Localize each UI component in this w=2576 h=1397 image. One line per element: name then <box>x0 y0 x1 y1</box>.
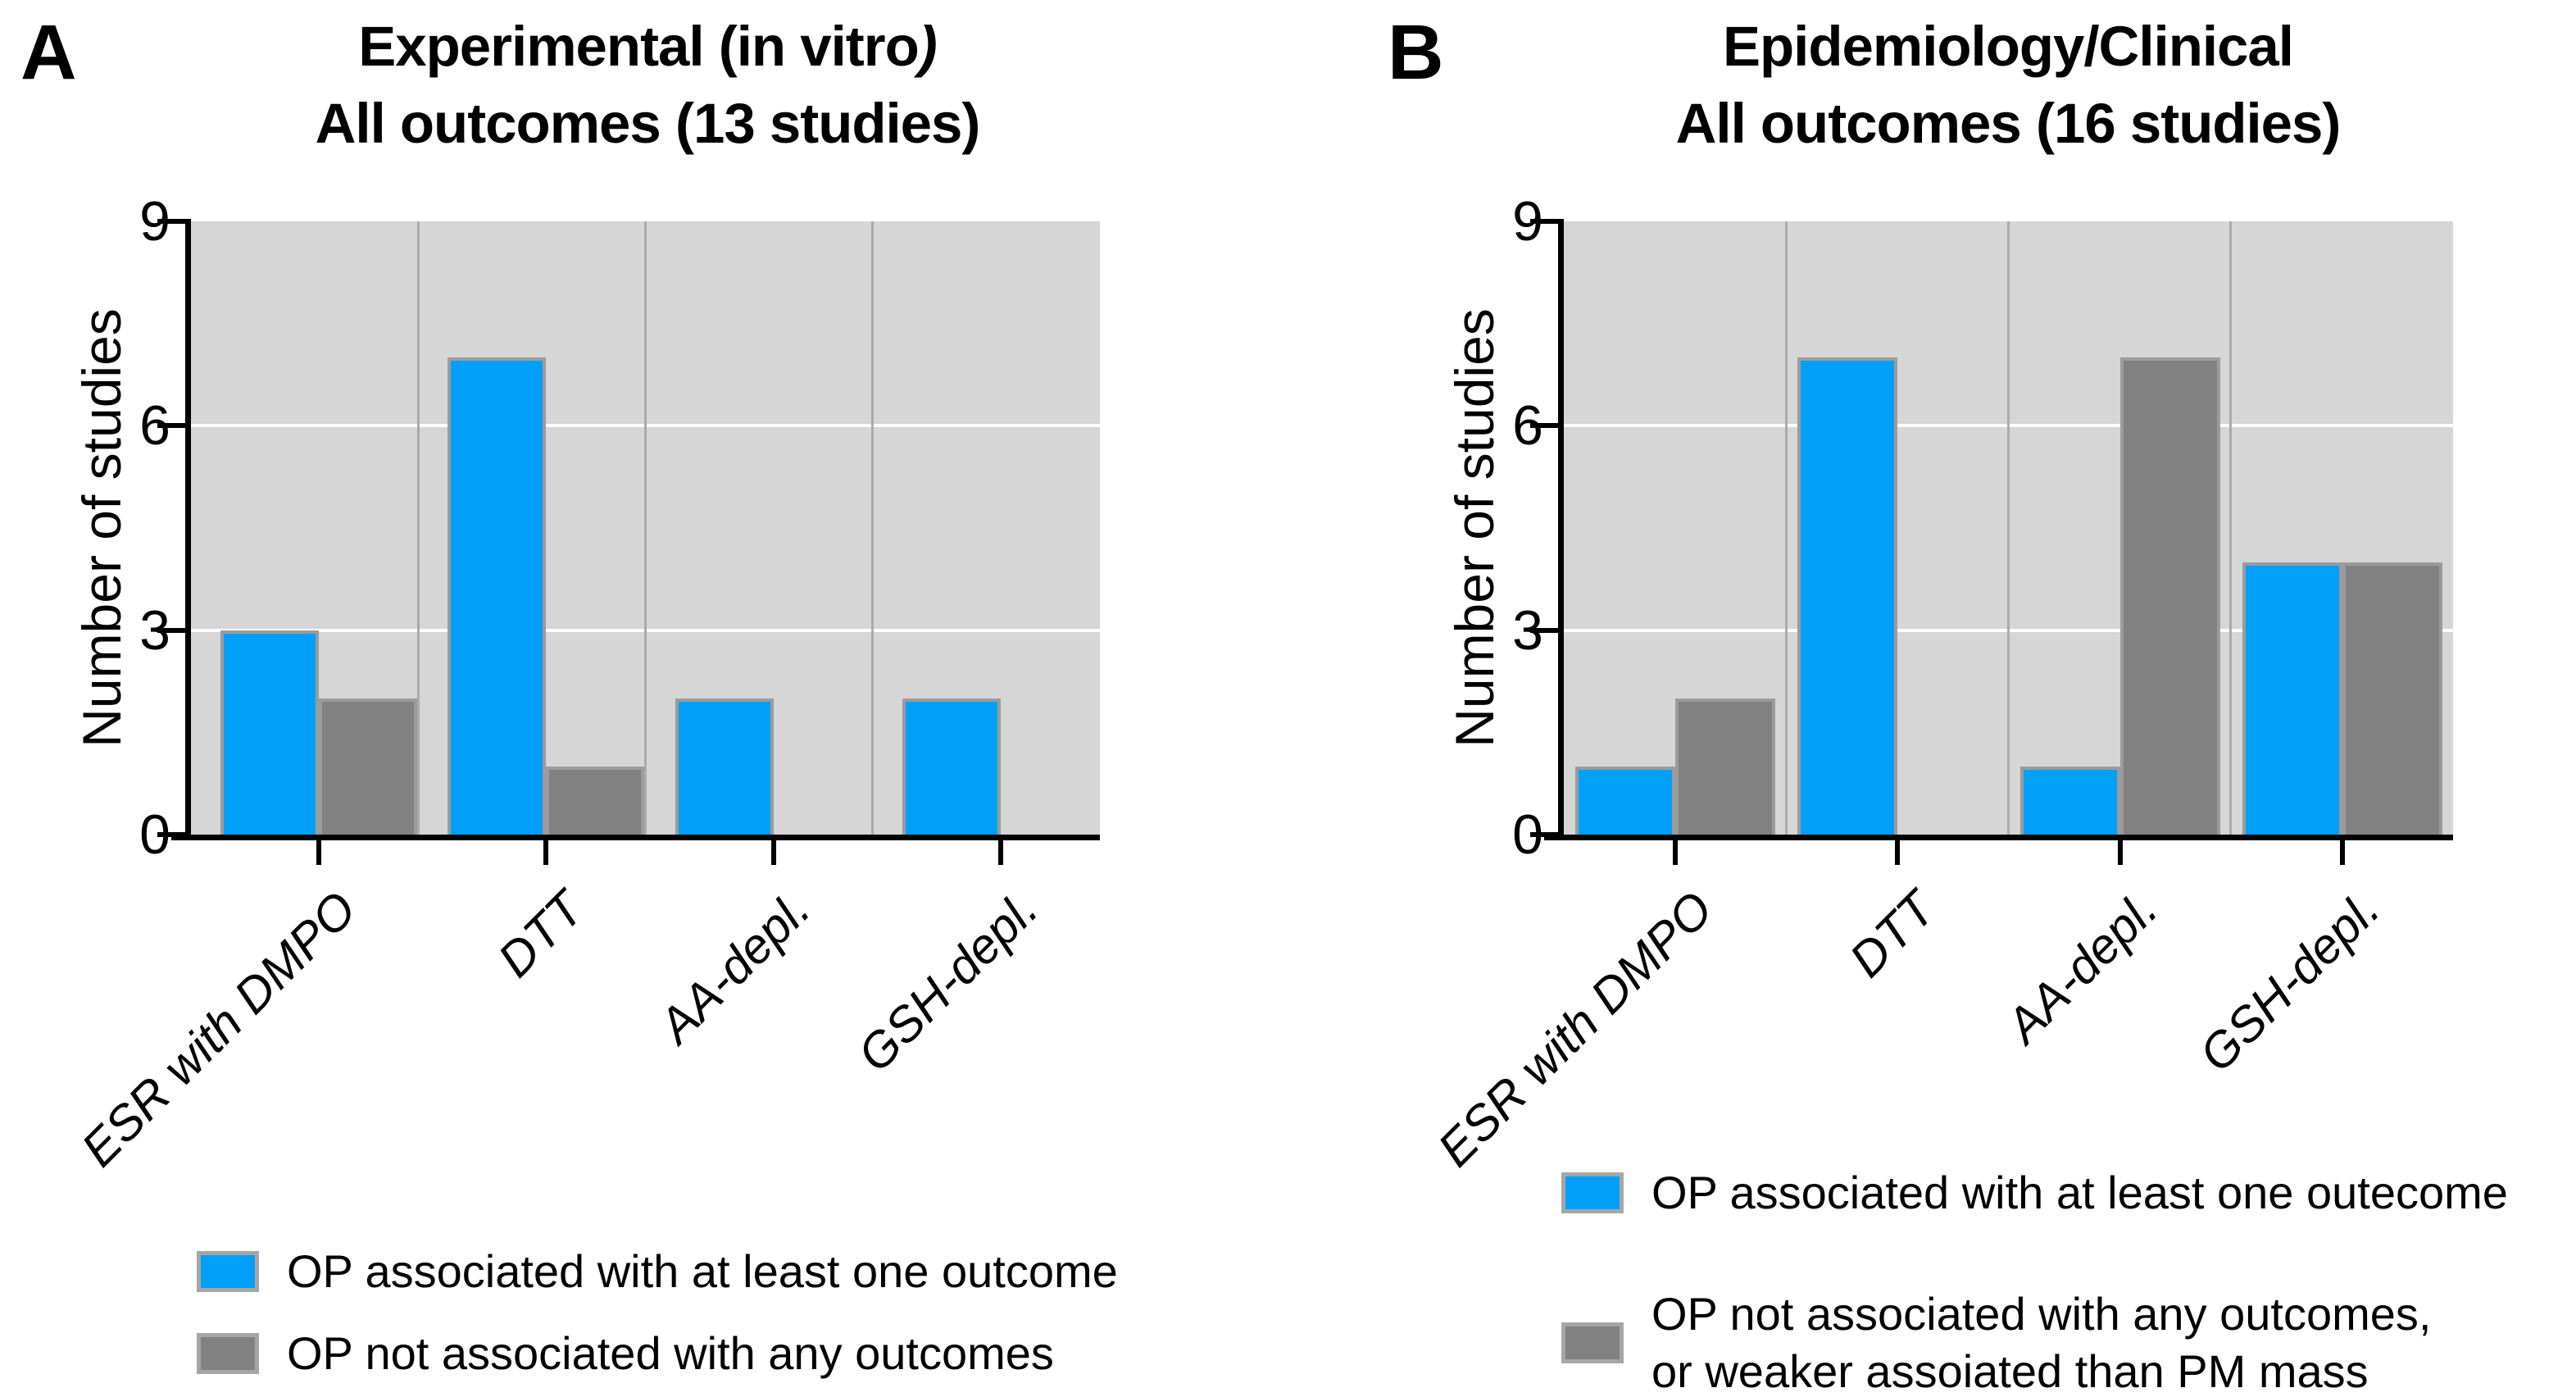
y-axis-line <box>1558 219 1564 840</box>
bar-blue-dtt <box>448 357 547 835</box>
bar-gray-esr-with-dmpo <box>319 698 418 835</box>
bar-gray-esr-with-dmpo <box>1675 698 1776 835</box>
bar-blue-aa-depl- <box>2019 766 2120 835</box>
legend-row-blue: OP associated with at least one outecome <box>1561 1164 2508 1222</box>
plot-area: 0 3 6 9 ESR with DMPO DTT AA-depl. GSH-depl. <box>70 190 1100 1177</box>
legend-label: OP not associated with any outcomes, or w… <box>1651 1286 2431 1397</box>
legend: OP associated with at least one outecome… <box>1561 1164 2508 1397</box>
legend-row-blue: OP associated with at least one outcome <box>197 1243 1118 1300</box>
y-tick-label-3: 3 <box>139 598 170 662</box>
y-tick-mark-0 <box>1530 832 1558 837</box>
panel-letter-a: A <box>20 9 77 96</box>
legend-label-line: OP not associated with any outcomes, <box>1651 1288 2432 1340</box>
y-tick-label-6: 6 <box>139 394 170 457</box>
legend-row-gray: OP not associated with any outcomes <box>197 1325 1118 1382</box>
legend-swatch-gray <box>1561 1322 1624 1363</box>
x-category-label: GSH-depl. <box>2188 881 2390 1083</box>
x-tick-mark <box>1895 840 1901 865</box>
x-tick-mark <box>770 840 776 865</box>
y-tick-label-3: 3 <box>1512 598 1543 662</box>
y-tick-mark-6 <box>1530 423 1558 429</box>
x-category-label: DTT <box>487 881 594 988</box>
x-category-label: DTT <box>1838 881 1946 988</box>
bar-gray-aa-depl- <box>2119 357 2220 835</box>
x-tick-mark <box>997 840 1003 865</box>
x-category-label: ESR with DMPO <box>1427 881 1724 1177</box>
legend-label: OP associated with at least one outcome <box>287 1243 1118 1300</box>
y-tick-label-0: 0 <box>139 803 170 866</box>
bar-blue-esr-with-dmpo <box>1575 766 1676 835</box>
panel-b-title: Epidemiology/Clinical All outcomes (16 s… <box>1440 8 2576 162</box>
panel-a-title-line1: Experimental (in vitro) <box>358 15 937 78</box>
bar-blue-aa-depl- <box>675 698 774 835</box>
category-separator <box>416 221 420 835</box>
category-separator <box>2007 221 2010 835</box>
y-axis-label: Number of studies <box>71 308 132 748</box>
legend-label-line: OP not associated with any outcomes <box>287 1327 1054 1379</box>
panel-b-title-line2: All outcomes (16 studies) <box>1675 92 2342 155</box>
x-tick-mark <box>543 840 549 865</box>
y-tick-mark-9 <box>157 219 185 224</box>
bar-gray-dtt <box>546 766 645 835</box>
category-separator <box>2229 221 2233 835</box>
bar-gray-gsh-depl- <box>2342 562 2442 835</box>
x-tick-mark <box>2339 840 2345 865</box>
legend-label: OP associated with at least one outecome <box>1651 1164 2508 1222</box>
x-tick-mark <box>2117 840 2123 865</box>
legend: OP associated with at least one outcome O… <box>197 1243 1118 1382</box>
x-axis-line <box>171 835 1100 840</box>
plot-area: 0 3 6 9 ESR with DMPO DTT AA-depl. GSH-depl. <box>1427 190 2453 1177</box>
category-separator <box>644 221 647 835</box>
y-tick-label-9: 9 <box>1512 190 1543 253</box>
x-category-label: AA-depl. <box>648 881 821 1053</box>
panel-a-title-line2: All outcomes (13 studies) <box>315 92 981 155</box>
bar-blue-dtt <box>1797 357 1898 835</box>
y-tick-mark-6 <box>157 423 185 429</box>
category-separator <box>871 221 875 835</box>
legend-swatch-blue <box>1561 1172 1624 1213</box>
panel-b-title-line1: Epidemiology/Clinical <box>1723 15 2294 78</box>
x-category-label: GSH-depl. <box>847 881 1048 1083</box>
y-axis-line <box>185 219 191 840</box>
y-tick-label-6: 6 <box>1512 394 1543 457</box>
bar-blue-esr-with-dmpo <box>220 630 320 835</box>
legend-label-line: or weaker assoiated than PM mass <box>1651 1345 2369 1397</box>
legend-swatch-blue <box>197 1251 259 1292</box>
x-category-label: AA-depl. <box>1995 881 2168 1053</box>
x-axis-line <box>1544 835 2453 840</box>
x-tick-mark <box>1673 840 1679 865</box>
x-category-label: ESR with DMPO <box>70 881 367 1177</box>
bar-blue-gsh-depl- <box>2242 562 2342 835</box>
y-tick-mark-3 <box>157 627 185 633</box>
legend-row-gray: OP not associated with any outcomes, or w… <box>1561 1286 2508 1397</box>
y-axis-label: Number of studies <box>1444 308 1505 748</box>
category-separator <box>1784 221 1788 835</box>
x-tick-mark <box>316 840 322 865</box>
legend-swatch-gray <box>197 1333 259 1374</box>
panel-a-title: Experimental (in vitro) All outcomes (13… <box>49 8 1246 162</box>
legend-label: OP not associated with any outcomes <box>287 1325 1054 1382</box>
y-tick-label-9: 9 <box>139 190 170 253</box>
bar-blue-gsh-depl- <box>902 698 1001 835</box>
legend-label-line: OP associated with at least one outecome <box>1651 1167 2508 1218</box>
y-tick-mark-9 <box>1530 219 1558 224</box>
y-tick-mark-3 <box>1530 627 1558 633</box>
y-tick-label-0: 0 <box>1512 803 1543 866</box>
panel-letter-b: B <box>1388 9 1444 96</box>
y-tick-mark-0 <box>157 832 185 837</box>
panel-epidemiology-clinical: B Epidemiology/Clinical All outcomes (16… <box>1288 0 2576 1397</box>
legend-label-line: OP associated with at least one outcome <box>287 1245 1118 1297</box>
panel-experimental-in-vitro: A Experimental (in vitro) All outcomes (… <box>20 8 1246 1382</box>
